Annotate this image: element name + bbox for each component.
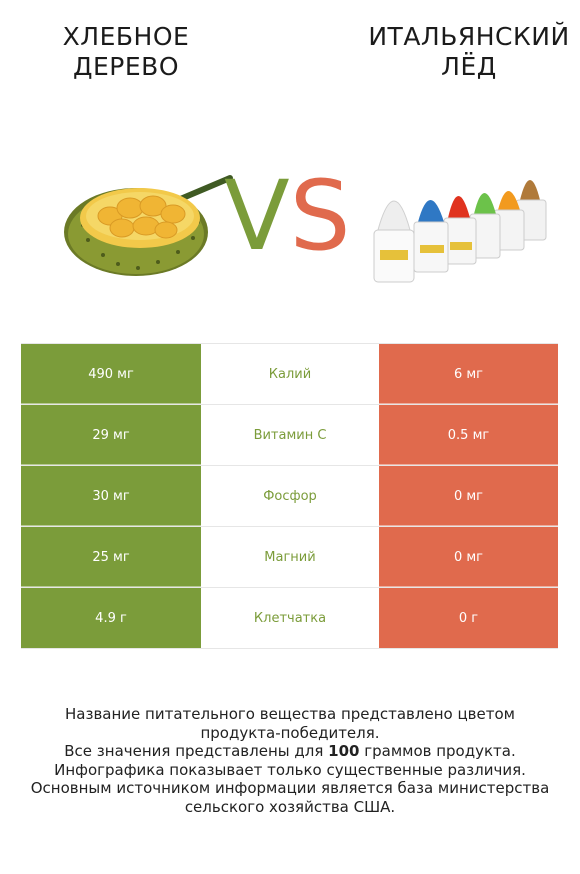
table-row: 4.9 г Клетчатка 0 г — [21, 588, 558, 649]
right-title-line1: ИТАЛЬЯНСКИЙ — [368, 22, 570, 51]
footer-line5: Основным источником информации является … — [30, 779, 550, 797]
nutrient-name: Клетчатка — [201, 588, 379, 648]
footer-line4: Инфографика показывает только существенн… — [54, 760, 526, 779]
footer-line3: Все значения представлены для 100 граммо… — [0, 742, 580, 761]
nutrient-name: Калий — [201, 344, 379, 404]
table-row: 30 мг Фосфор 0 мг — [21, 466, 558, 527]
table-row: 25 мг Магний 0 мг — [21, 527, 558, 588]
left-title-line2: ДЕРЕВО — [72, 52, 180, 81]
right-value: 0 мг — [379, 527, 558, 587]
right-value: 0 г — [379, 588, 558, 648]
table-row: 29 мг Витамин C 0.5 мг — [21, 405, 558, 466]
table-row: 490 мг Калий 6 мг — [21, 343, 558, 405]
right-title-line2: ЛЁД — [441, 52, 497, 81]
left-value: 490 мг — [21, 344, 201, 404]
jackfruit-image — [64, 175, 233, 276]
vs-label: VS — [224, 168, 351, 264]
italian-ice-image — [373, 180, 547, 283]
nutrient-name: Витамин C — [201, 405, 379, 465]
nutrient-table: 490 мг Калий 6 мг 29 мг Витамин C 0.5 мг 30 мг… — [21, 343, 558, 649]
left-value: 25 мг — [21, 527, 201, 587]
footer-note: Название питательного вещества представл… — [0, 705, 580, 816]
footer-line1: Название питательного вещества представл… — [65, 705, 515, 723]
right-food-title: ИТАЛЬЯНСКИЙ ЛЁД — [358, 22, 580, 82]
right-value: 0.5 мг — [379, 405, 558, 465]
footer-line3-prefix: Все значения представлены для — [64, 742, 329, 760]
right-value: 0 мг — [379, 466, 558, 526]
footer-line3-bold: 100 — [328, 742, 360, 760]
nutrient-name: Фосфор — [201, 466, 379, 526]
left-food-title: ХЛЕБНОЕ ДЕРЕВО — [0, 22, 252, 82]
left-value: 29 мг — [21, 405, 201, 465]
nutrient-name: Магний — [201, 527, 379, 587]
left-value: 4.9 г — [21, 588, 201, 648]
left-value: 30 мг — [21, 466, 201, 526]
vs-s: S — [289, 160, 351, 272]
vs-v: V — [224, 160, 290, 272]
footer-line6: сельского хозяйства США. — [184, 797, 396, 816]
footer-line3-suffix: граммов продукта. — [359, 742, 516, 760]
footer-line2: продукта-победителя. — [200, 723, 380, 742]
right-value: 6 мг — [379, 344, 558, 404]
left-title-line1: ХЛЕБНОЕ — [62, 22, 190, 51]
